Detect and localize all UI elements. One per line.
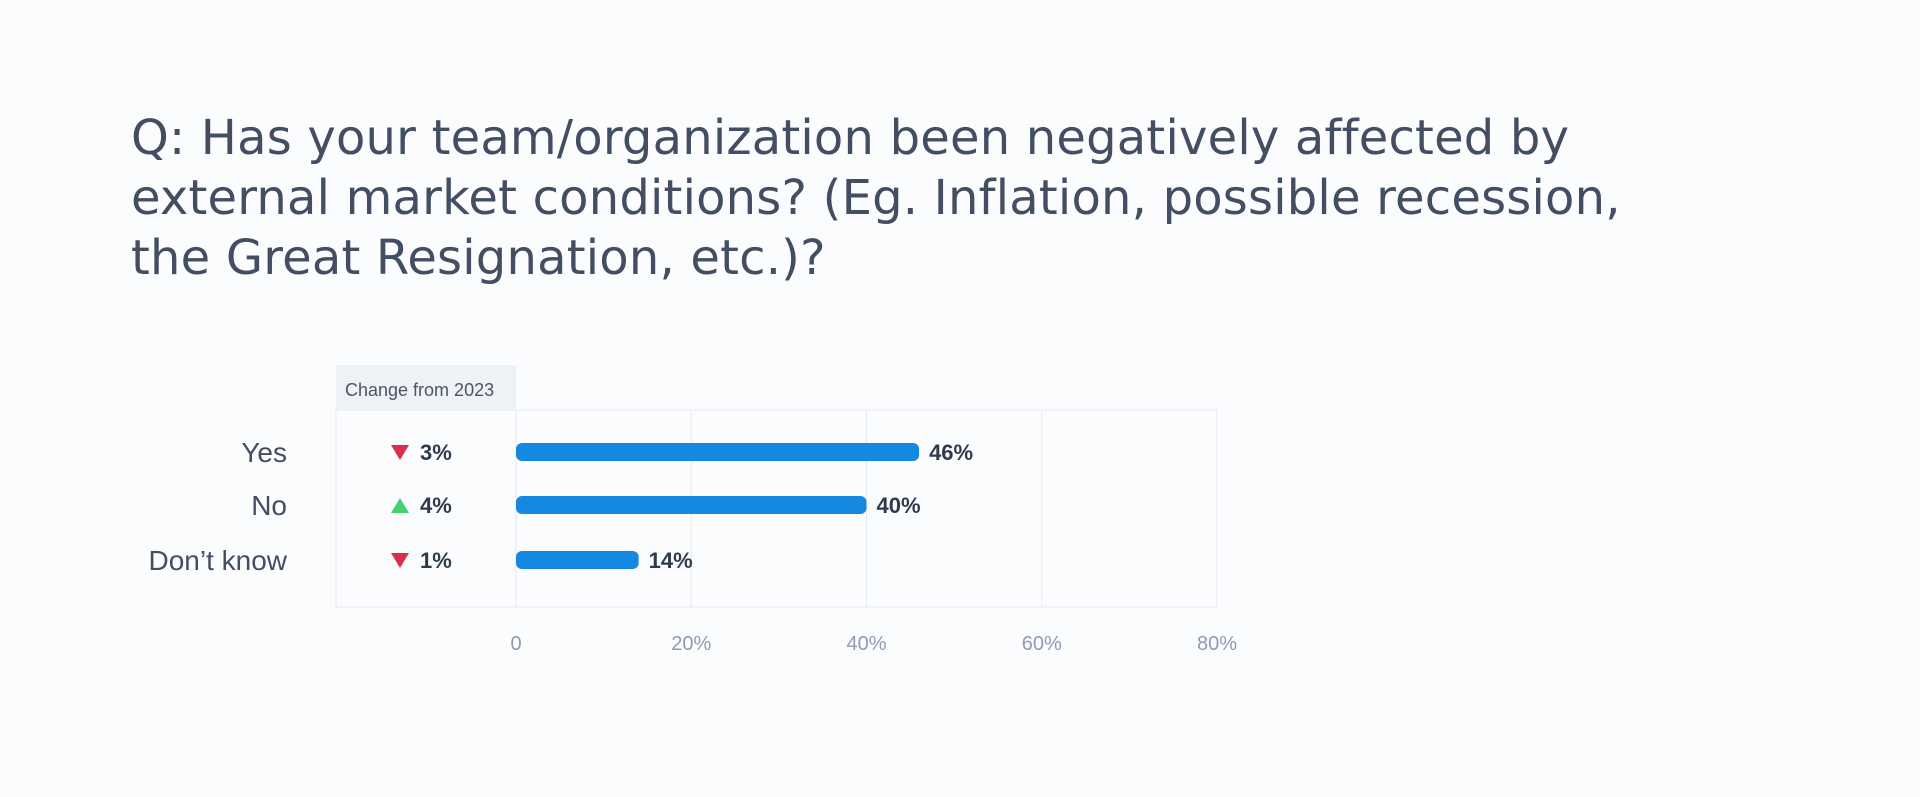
bar-value-label: 14% [649,548,693,573]
change-header-background [336,365,516,410]
bar-value-label: 46% [929,440,973,465]
triangle-up-icon [391,498,409,513]
chart-rows: Yes 3% 46% No 4% 40% Don’t know 1% 14% [148,437,973,576]
bar [516,551,639,569]
bar [516,496,867,514]
bar-value-label: 40% [877,493,921,518]
bar [516,443,920,461]
x-tick-label: 40% [846,633,886,655]
x-axis: 0 20% 40% 60% 80% [510,633,1237,655]
x-tick-label: 0 [510,633,521,655]
x-tick-label: 80% [1197,633,1237,655]
category-label: Yes [241,437,287,468]
triangle-down-icon [391,445,409,460]
change-header-label: Change from 2023 [345,380,494,400]
category-label: Don’t know [148,545,287,576]
chart-title: Q: Has your team/organization been negat… [131,110,1621,286]
category-label: No [251,490,287,521]
x-tick-label: 20% [671,633,711,655]
change-value-label: 1% [420,548,452,573]
x-tick-label: 60% [1022,633,1062,655]
change-header: Change from 2023 [336,365,516,410]
change-value-label: 3% [420,440,452,465]
triangle-down-icon [391,553,409,568]
change-value-label: 4% [420,493,452,518]
